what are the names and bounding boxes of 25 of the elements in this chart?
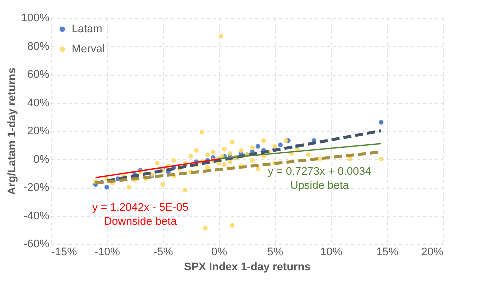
x-tick-label: 0%	[212, 246, 228, 258]
y-tick-label: 20%	[27, 126, 50, 138]
annotation: Upside beta	[290, 180, 350, 192]
legend-label: Merval	[72, 44, 106, 56]
annotation: y = 0.7273x + 0.0034	[268, 166, 372, 178]
y-tick-label: -40%	[24, 210, 50, 222]
y-tick-label: 100%	[21, 12, 50, 24]
x-tick-label: 10%	[320, 246, 343, 258]
x-tick-label: 5%	[268, 246, 284, 258]
x-tick-label: 15%	[376, 246, 399, 258]
y-tick-label: -20%	[24, 182, 50, 194]
annotation: y = 1.2042x - 5E-05	[92, 202, 189, 214]
legend-label: Latam	[72, 24, 103, 36]
x-axis-title: SPX Index 1-day returns	[184, 262, 311, 274]
y-tick-label: 80%	[27, 40, 50, 53]
x-tick-label: 20%	[421, 246, 444, 258]
x-tick-label: -15%	[52, 246, 78, 258]
x-tick-label: -10%	[94, 246, 121, 258]
y-tick-label: 40%	[27, 97, 50, 110]
y-axis-title: Arg/Latam 1-day returns	[6, 68, 18, 196]
annotation: Downside beta	[104, 216, 178, 228]
y-tick-label: 60%	[27, 69, 50, 81]
y-tick-label: 0%	[34, 154, 50, 166]
x-tick-label: -5%	[154, 246, 174, 258]
y-tick-label: -60%	[24, 238, 50, 250]
